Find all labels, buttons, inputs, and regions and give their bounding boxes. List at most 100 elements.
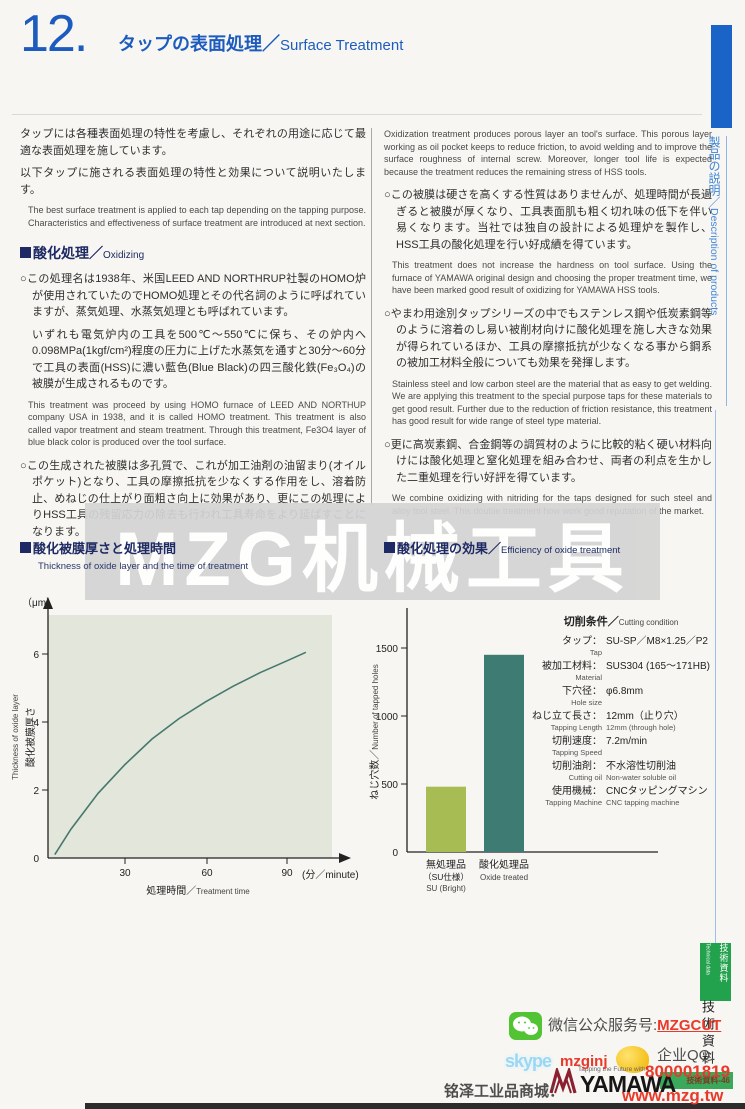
cutting-row-tapping-length: ねじ立て長さ： Tapping Length 12mm（止り穴） 12mm (t… bbox=[520, 711, 722, 732]
bar2-label-en: Oxide treated bbox=[480, 873, 528, 882]
section-marker-icon bbox=[20, 247, 31, 258]
oxidizing-paragraph-1-jp: ○この処理名は1938年、米国LEED AND NORTHRUP社製のHOMO炉… bbox=[20, 273, 366, 318]
page-number-badge-text: 技術資料-46 bbox=[686, 1076, 730, 1085]
bar1-label-jp1: 無処理品 bbox=[426, 858, 466, 871]
page-bottom-strip bbox=[85, 1103, 745, 1109]
intro-paragraph-jp-2: 以下タップに施される表面処理の特性と効果について説明いたします。 bbox=[20, 167, 366, 196]
page-number-badge: 技術資料-46 bbox=[660, 1072, 733, 1089]
row-value-jp: SUS304 (165～171HB) bbox=[606, 661, 710, 672]
skype-logo: skype bbox=[505, 1051, 552, 1071]
row-label-jp: 使用機械： bbox=[552, 786, 602, 797]
left-chart-title-en: Thickness of oxide layer and the time of… bbox=[38, 561, 249, 572]
right-paragraph-3-jp: ○やまわ用途別タップシリーズの中でもステンレス鋼や低炭素鋼等のように溶着のし易い… bbox=[384, 307, 712, 370]
cutting-conditions-panel: 切削条件／Cutting condition タップ： Tap SU-SP／M8… bbox=[520, 612, 722, 811]
row-label-jp: 切削油剤： bbox=[552, 761, 602, 772]
sidebar-blue-bar bbox=[711, 25, 732, 128]
technical-data-tab-en: Technical data bbox=[704, 943, 711, 975]
wechat-icon bbox=[509, 1012, 542, 1040]
yamawa-wordmark: YAMAWA bbox=[580, 1071, 676, 1097]
sidebar-section-label-jp: 製品の説明／ bbox=[707, 136, 721, 208]
intro-paragraph-en: The best surface treatment is applied to… bbox=[28, 205, 366, 228]
bar2-label-jp1: 酸化処理品 bbox=[479, 858, 529, 871]
qq-number-link[interactable]: 800001819 bbox=[645, 1062, 731, 1081]
right-column: Oxidization treatment produces porous la… bbox=[384, 126, 712, 526]
oxide-thickness-line-chart: （μm） 0 2 4 6 30 60 90 (分／minute) Thickne… bbox=[11, 597, 359, 897]
technical-data-tab: 技術資料 Technical data bbox=[700, 943, 731, 1001]
section-marker-icon bbox=[20, 542, 31, 553]
sidebar-thin-line bbox=[715, 410, 716, 943]
row-label-jp: 下穴径： bbox=[562, 686, 602, 697]
row-value-jp: 不水溶性切削油 bbox=[606, 761, 676, 772]
column-divider bbox=[371, 128, 372, 506]
row-label-en: Tap bbox=[589, 648, 602, 657]
wechat-id-link[interactable]: MZGCUT bbox=[657, 1017, 722, 1034]
right-paragraph-4-jp: ○更に高炭素鋼、合金鋼等の調質材のように比較的粘く硬い材料向けには酸化処理と窒化… bbox=[384, 438, 712, 484]
row-label-jp: 切削速度： bbox=[552, 736, 602, 747]
bar-y-tick-0: 0 bbox=[392, 848, 398, 859]
sidebar-section-label-en: Description of products bbox=[708, 208, 720, 316]
row-value-jp: 7.2m/min bbox=[606, 736, 648, 747]
yamawa-tagline: Tapping the Future with bbox=[578, 1066, 646, 1073]
row-value-jp: SU-SP／M8×1.25／P2 bbox=[606, 636, 708, 647]
qq-penguin-icon bbox=[616, 1046, 649, 1073]
y-tick-2: 2 bbox=[33, 786, 39, 797]
y-tick-0: 0 bbox=[33, 854, 39, 865]
cutting-conditions-title: 切削条件／Cutting condition bbox=[520, 612, 722, 630]
row-label-jp: 被加工材料： bbox=[542, 661, 602, 672]
cutting-row-cutting-oil: 切削油剤： Cutting oil 不水溶性切削油 Non-water solu… bbox=[520, 761, 722, 782]
left-column: タップには各種表面処理の特性を考慮し、それぞれの用途に応じて最適な表面処理を施し… bbox=[20, 126, 366, 546]
row-value-jp: 12mm（止り穴） bbox=[606, 711, 684, 722]
header-rule bbox=[12, 114, 702, 115]
skype-id-link[interactable]: mzginj bbox=[560, 1053, 608, 1070]
bar-y-axis-label-jp: ねじ穴数／ bbox=[368, 750, 381, 800]
shop-url-link[interactable]: www.mzg.tw bbox=[622, 1086, 724, 1105]
bar-y-tick-500: 500 bbox=[381, 780, 398, 791]
wechat-label: 微信公众服务号: bbox=[548, 1017, 658, 1034]
cutting-row-material: 被加工材料： Material SUS304 (165～171HB) bbox=[520, 661, 722, 682]
cutting-row-hole-size: 下穴径： Hole size φ6.8mm bbox=[520, 686, 722, 707]
x-axis-label-en: Treatment time bbox=[196, 887, 250, 896]
y-tick-4: 4 bbox=[33, 718, 39, 729]
row-label-en: Material bbox=[575, 673, 602, 682]
chapter-number: 12. bbox=[20, 5, 88, 63]
right-chart-title-jp: 酸化処理の効果／ bbox=[397, 541, 502, 556]
x-axis-label-jp: 処理時間／ bbox=[146, 884, 196, 897]
left-chart-title-jp: 酸化被膜厚さと処理時間 bbox=[33, 541, 177, 556]
left-chart-header: 酸化被膜厚さと処理時間 Thickness of oxide layer and… bbox=[20, 538, 248, 572]
bar-y-tick-1000: 1000 bbox=[376, 712, 399, 723]
row-value-jp: CNCタッピングマシン bbox=[606, 786, 708, 797]
x-tick-60: 60 bbox=[201, 868, 213, 879]
oxidizing-paragraph-2-en: This treatment was proceed by using HOMO… bbox=[28, 399, 366, 448]
x-axis-label: 処理時間／Treatment time bbox=[146, 884, 250, 897]
cutting-row-tapping-speed: 切削速度： Tapping Speed 7.2m/min bbox=[520, 736, 722, 757]
section-title-jp: 酸化処理／ bbox=[33, 245, 103, 261]
row-label-en: Tapping Speed bbox=[551, 748, 602, 757]
sidebar-section-label: 製品の説明／Description of products bbox=[705, 136, 727, 406]
qq-label: 企业QQ: bbox=[657, 1047, 715, 1064]
row-value-jp: φ6.8mm bbox=[606, 686, 644, 697]
right-paragraph-2-en: This treatment does not increase the har… bbox=[392, 260, 712, 295]
row-value-en: CNC tapping machine bbox=[606, 798, 680, 807]
y-tick-6: 6 bbox=[33, 650, 39, 661]
oxidizing-paragraph-2-jp: いずれも電気炉内の工具を500℃～550℃に保ち、その炉内へ0.098MPa(1… bbox=[32, 328, 366, 391]
right-paragraph-2-jp: ○この被膜は硬さを高くする性質はありませんが、処理時間が長過ぎると被膜が厚くなり… bbox=[384, 189, 712, 251]
x-unit-label: (分／minute) bbox=[302, 869, 359, 881]
tapped-holes-bar-chart: 0 500 1000 1500 無処理品 （SU仕様） SU (Bright) … bbox=[368, 608, 658, 893]
section-marker-icon bbox=[384, 542, 395, 553]
row-value-en: Non-water soluble oil bbox=[606, 773, 677, 782]
bar-y-tick-1500: 1500 bbox=[376, 644, 399, 655]
x-tick-90: 90 bbox=[281, 868, 293, 879]
row-label-en: Hole size bbox=[571, 698, 602, 707]
tapped-holes-bar bbox=[426, 786, 466, 852]
x-axis-arrow bbox=[339, 853, 351, 863]
cutting-conditions-title-jp: 切削条件／ bbox=[563, 616, 619, 628]
wechat-line: 微信公众服务号:MZGCUT bbox=[548, 1014, 721, 1035]
plot-area bbox=[48, 615, 332, 858]
y-axis-arrow bbox=[43, 597, 53, 609]
row-label-jp: ねじ立て長さ： bbox=[532, 711, 602, 722]
right-chart-header: 酸化処理の効果／Efficiency of oxide treatment bbox=[384, 538, 620, 558]
technical-data-vertical-label: 技術資料 bbox=[700, 1000, 715, 1068]
row-label-en: Cutting oil bbox=[568, 773, 602, 782]
cutting-row-machine: 使用機械： Tapping Machine CNCタッピングマシン CNC ta… bbox=[520, 786, 722, 807]
